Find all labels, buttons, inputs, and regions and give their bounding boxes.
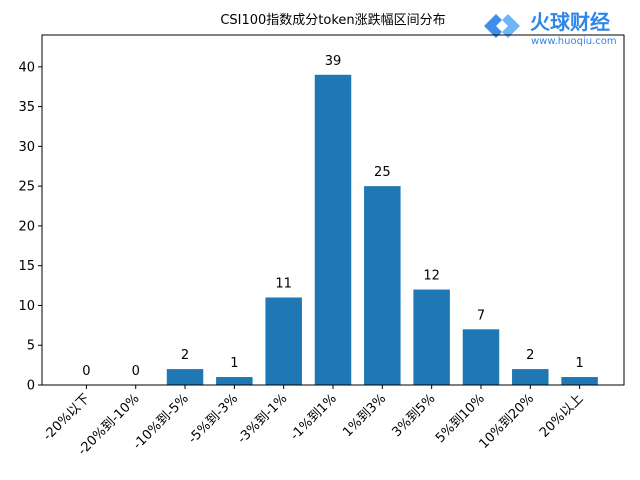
- chart-title: CSI100指数成分token涨跌幅区间分布: [220, 12, 445, 28]
- y-tick-label: 35: [18, 100, 35, 115]
- value-label: 11: [275, 277, 292, 292]
- value-label: 2: [526, 348, 534, 363]
- watermark-brand: 火球财经: [530, 10, 610, 34]
- y-tick-label: 0: [27, 379, 35, 394]
- value-label: 39: [325, 54, 342, 69]
- watermark: 火球财经 www.huoqiu.com: [484, 10, 617, 47]
- y-tick-label: 5: [27, 339, 35, 354]
- logo-icon: [502, 14, 520, 38]
- bar: [364, 186, 401, 385]
- bar: [561, 377, 598, 385]
- y-tick-label: 25: [18, 180, 35, 195]
- bar: [462, 329, 500, 385]
- y-tick-label: 20: [18, 219, 35, 234]
- y-tick-label: 30: [18, 140, 35, 155]
- logo-icon: [484, 14, 502, 38]
- value-label: 1: [230, 356, 238, 371]
- bar: [314, 74, 352, 385]
- value-label: 0: [82, 364, 90, 379]
- y-tick-label: 15: [18, 259, 35, 274]
- value-label: 1: [575, 356, 583, 371]
- axes-frame: [41, 34, 625, 386]
- bar: [265, 297, 302, 385]
- bar: [216, 377, 253, 385]
- value-label: 12: [423, 269, 440, 284]
- bar: [512, 369, 549, 385]
- value-label: 7: [477, 308, 485, 323]
- value-label: 2: [181, 348, 189, 363]
- bar: [166, 369, 204, 385]
- bar: [413, 289, 450, 385]
- y-tick-label: 10: [18, 299, 35, 314]
- value-label: 25: [374, 165, 391, 180]
- value-label: 0: [132, 364, 140, 379]
- y-tick-label: 40: [18, 60, 35, 75]
- watermark-url: www.huoqiu.com: [531, 36, 617, 47]
